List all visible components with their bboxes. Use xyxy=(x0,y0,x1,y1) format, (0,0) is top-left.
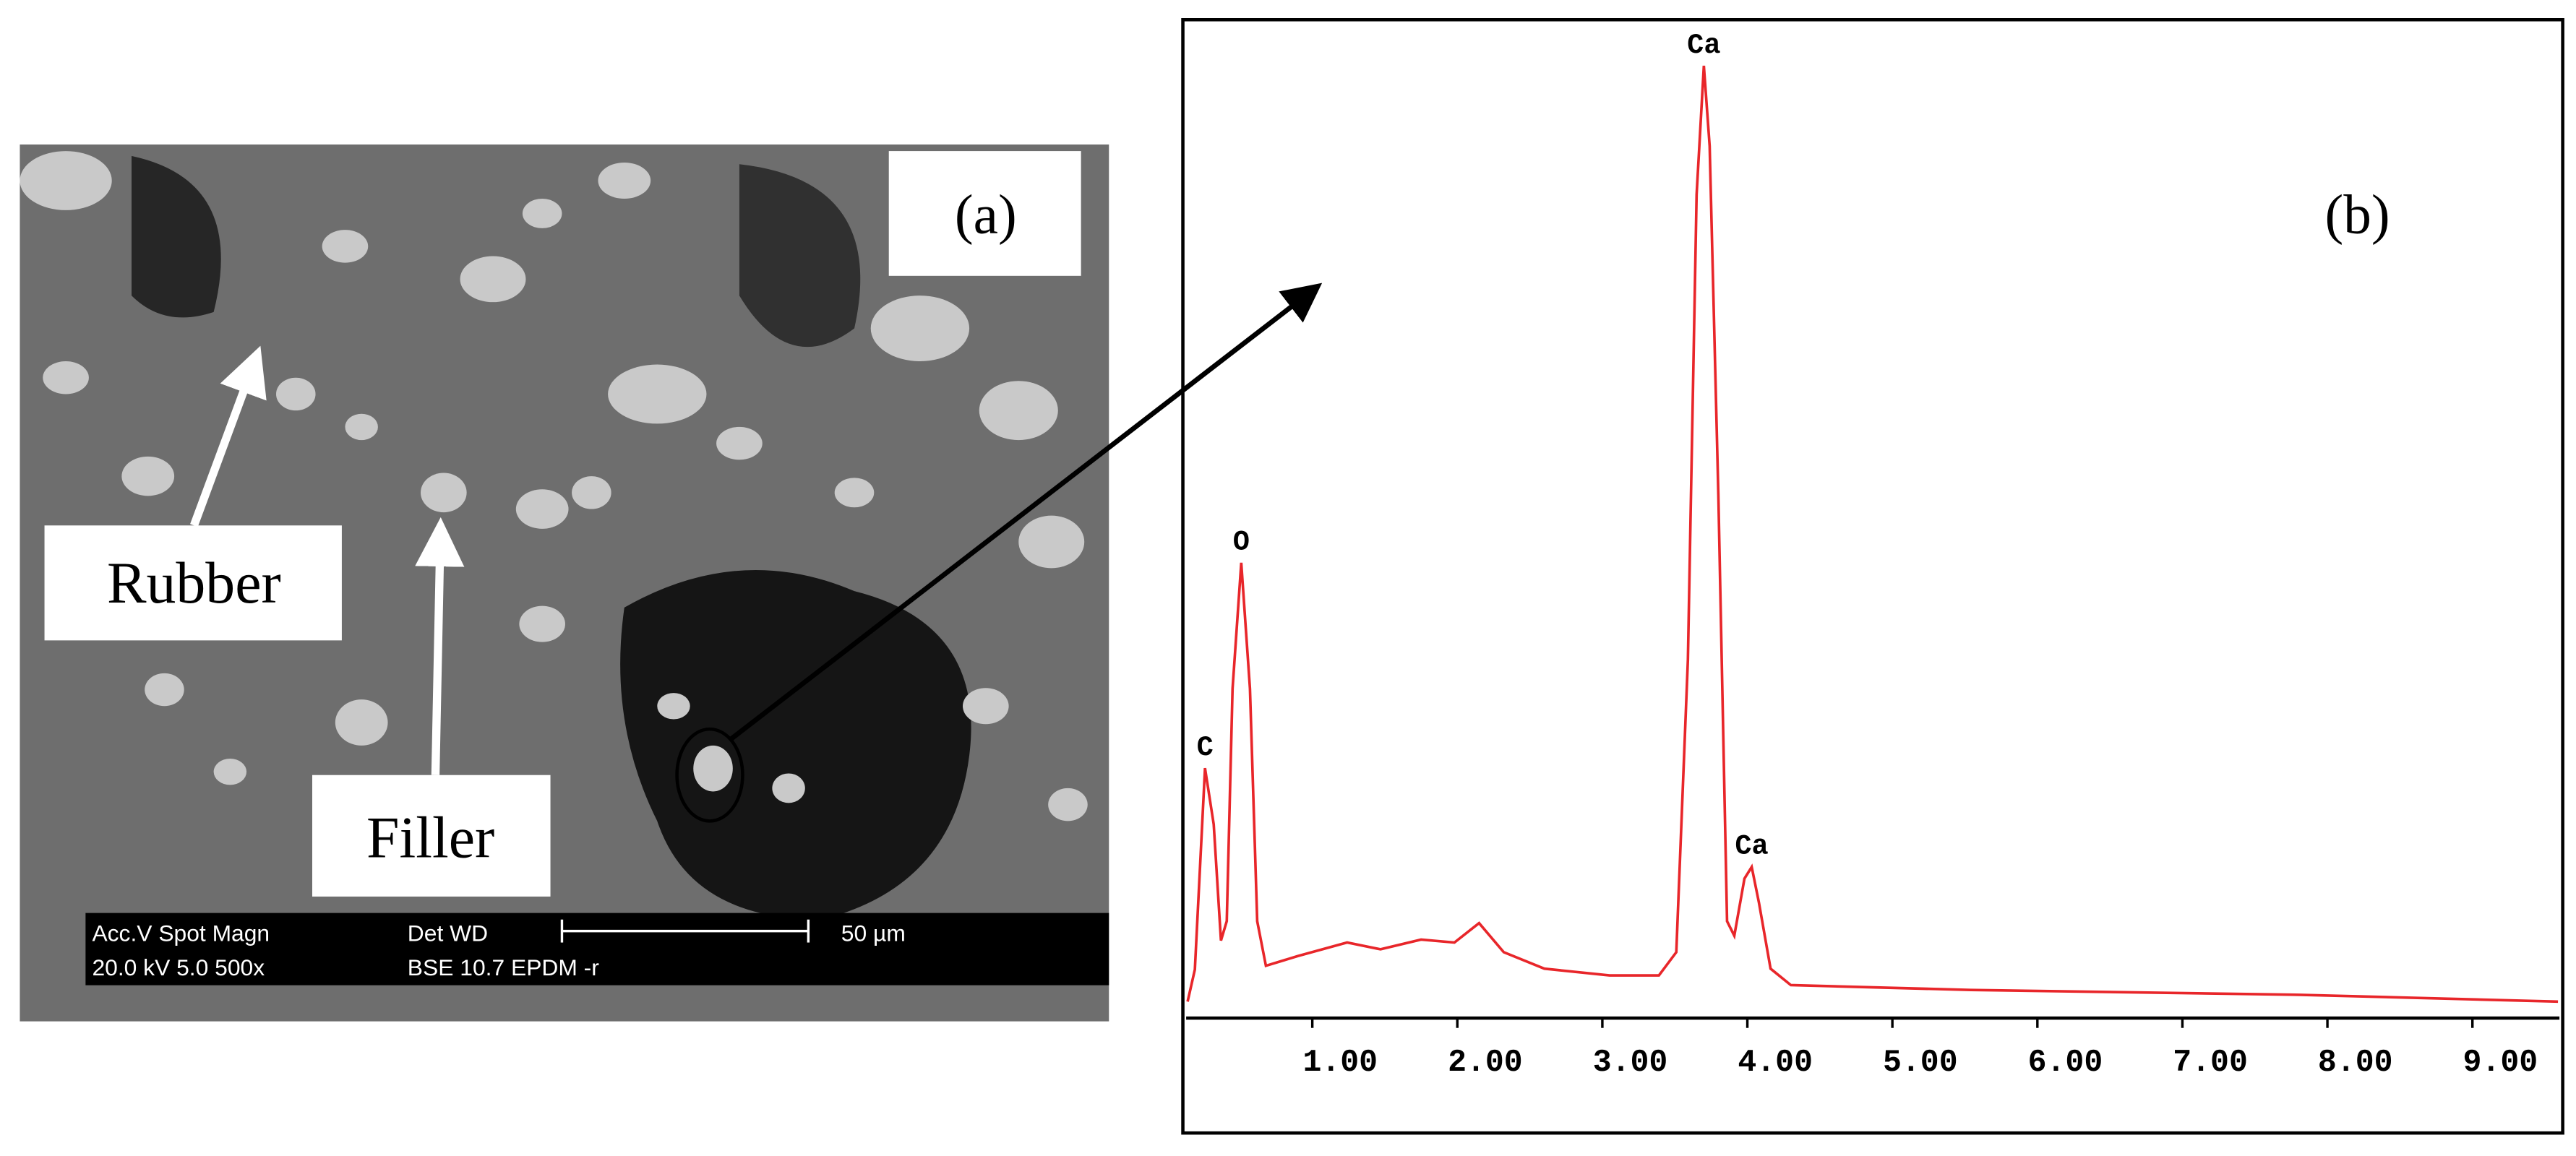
scale-label: 50 µm xyxy=(841,920,906,946)
x-tick-label: 5.00 xyxy=(1883,1045,1958,1080)
panel-label: (b) xyxy=(2324,184,2390,246)
chart-frame xyxy=(1181,18,2564,1135)
pointer-arrow xyxy=(190,345,267,527)
info-text: Det WD xyxy=(408,920,488,946)
info-bar xyxy=(85,913,1109,985)
info-text: Acc.V Spot Magn xyxy=(92,920,270,946)
sem-image: (a) Rubber Filler Acc.V Spot Magn Det WD… xyxy=(20,144,1109,1022)
link-arrow xyxy=(729,282,1323,741)
x-tick-label: 3.00 xyxy=(1593,1045,1668,1080)
region-label: Rubber xyxy=(107,550,281,616)
label-box xyxy=(44,525,342,641)
peak-label: O xyxy=(1233,527,1250,558)
selection-ellipse xyxy=(675,727,744,823)
x-tick-label: 1.00 xyxy=(1302,1045,1378,1080)
x-tick-label: 8.00 xyxy=(2318,1045,2393,1080)
label-box xyxy=(888,151,1081,276)
x-tick-label: 4.00 xyxy=(1738,1045,1813,1080)
info-text: 20.0 kV 5.0 500x xyxy=(92,954,265,980)
peak-label: Ca xyxy=(1735,831,1768,863)
sem-cavity xyxy=(620,569,971,920)
x-tick-label: 2.00 xyxy=(1448,1045,1523,1080)
info-text: BSE 10.7 EPDM -r xyxy=(408,954,599,980)
sem-shadow xyxy=(132,155,221,318)
x-tick-label: 6.00 xyxy=(2028,1045,2103,1080)
sem-particles xyxy=(20,151,1088,821)
sem-shadow xyxy=(739,164,861,348)
peak-label: Ca xyxy=(1687,30,1720,61)
label-box xyxy=(312,775,551,897)
pointer-arrow xyxy=(415,517,465,775)
panel-label: (a) xyxy=(955,184,1017,246)
peak-label: C xyxy=(1197,732,1214,764)
spectrum-line xyxy=(1186,65,2559,1004)
x-tick-label: 9.00 xyxy=(2463,1045,2538,1080)
region-label: Filler xyxy=(366,804,494,870)
x-tick-label: 7.00 xyxy=(2173,1045,2248,1080)
